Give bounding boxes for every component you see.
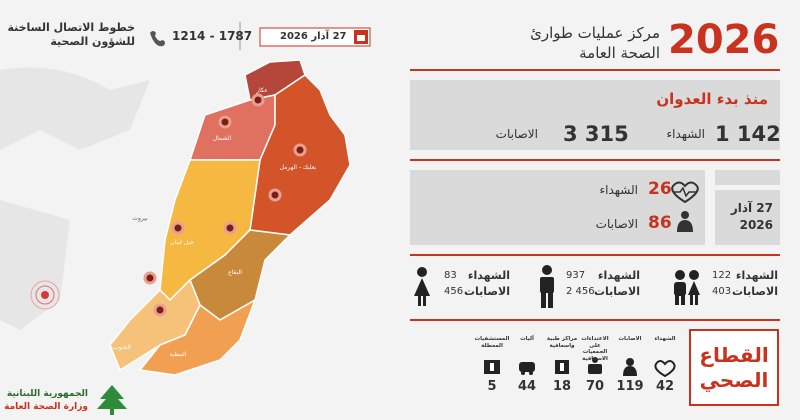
health-sector-box: [689, 329, 779, 406]
logo-text: وزارة الصحة العامة: [4, 402, 88, 412]
heart-pulse: [674, 186, 696, 198]
children-killed-label: الشهداء: [735, 269, 778, 282]
health-item-value: 5: [487, 379, 497, 394]
cedar-trunk: [110, 409, 114, 415]
health-item-value: 70: [585, 379, 605, 394]
world-map: [0, 67, 150, 330]
heart-icon: [671, 181, 699, 204]
hotline-title: خطوط الاتصال الساخنة: [7, 21, 135, 34]
health-sector-title: الصحي: [699, 368, 769, 392]
health-item-value: 18: [552, 379, 572, 394]
daily-killed: 26: [648, 179, 672, 199]
phone-icon: [150, 31, 165, 47]
health-item-value: 42: [655, 379, 675, 394]
total-injured: 3 315: [563, 122, 629, 146]
total-box: [410, 80, 780, 150]
title: الصحة العامة: [579, 44, 660, 62]
children-injured-label: الاصابات: [731, 285, 778, 298]
pulse: [30, 280, 60, 310]
health-icons: [484, 357, 676, 378]
health-item-label: آليات: [520, 336, 534, 342]
children-killed: 122: [712, 270, 732, 281]
daily-killed-label: الشهداء: [599, 183, 638, 197]
health-item-label: الاصابات: [618, 336, 642, 342]
header-date: 27 آذار 2026: [280, 31, 347, 42]
map-region-label: جبل لبنان: [170, 239, 194, 246]
man-icon: [540, 265, 554, 308]
cedar-logo: [97, 385, 127, 409]
women-injured-label: الاصابات: [463, 285, 510, 298]
health-item-label: الاعتداءات على الجمعيات الاسعافية: [581, 336, 609, 362]
map-region-label: البقاع: [228, 269, 242, 276]
daily-date: 2026: [739, 218, 773, 232]
injured-icon-body: [677, 220, 693, 232]
date-tab: [715, 170, 780, 185]
hotline-title: للشؤون الصحية: [50, 35, 135, 48]
hotline-numbers: 1214 - 1787: [172, 29, 253, 43]
total-killed-label: الشهداء: [666, 127, 705, 141]
daily-injured-label: الاصابات: [595, 217, 638, 231]
men-injured: 2 456: [566, 286, 595, 297]
men-injured-label: الاصابات: [593, 285, 640, 298]
daily-box: [410, 170, 705, 245]
map-region-label: عكار: [256, 87, 268, 94]
health-item-value: 44: [517, 379, 537, 394]
health-item-value: 119: [616, 379, 644, 394]
title: مركز عمليات طوارئ: [530, 24, 660, 42]
health-sector-title: القطاع: [699, 343, 769, 367]
date-box: [259, 27, 371, 47]
logo-text: الجمهورية اللبنانية: [6, 389, 88, 399]
map-region-label: بعلبك - الهرمل: [279, 164, 317, 171]
daily-date: 27 آذار: [730, 201, 773, 215]
total-injured-label: الاصابات: [495, 127, 538, 141]
total-killed: 1 142: [715, 122, 781, 146]
women-injured: 456: [444, 286, 464, 297]
strike-markers: [143, 93, 307, 317]
map-region-label: النبطية: [169, 351, 187, 358]
map-region-label: الجنوب: [113, 344, 131, 351]
region-nabatieh: [138, 298, 257, 376]
health-item-label: الشهداء: [654, 336, 676, 342]
injured-icon: [681, 211, 689, 219]
children-injured: 403: [712, 286, 732, 297]
health-item-label: مراكز طبية واسعافية: [546, 336, 578, 349]
men-killed: 937: [566, 270, 586, 281]
children-icon: [674, 270, 700, 305]
total-title: منذ بدء العدوان: [656, 90, 768, 108]
daily-injured: 86: [648, 213, 672, 233]
map-region-label: بيروت: [132, 215, 148, 222]
health-item-label: المستشفيات المعطلة: [474, 336, 510, 349]
women-killed-label: الشهداء: [467, 269, 510, 282]
men-killed-label: الشهداء: [597, 269, 640, 282]
women-killed: 83: [444, 270, 457, 281]
calendar-icon-inner: [357, 35, 365, 41]
year: 2026: [668, 17, 780, 63]
daily-date-box: [715, 190, 780, 245]
map-region-label: الشمال: [212, 135, 232, 142]
woman-icon: [414, 267, 430, 306]
